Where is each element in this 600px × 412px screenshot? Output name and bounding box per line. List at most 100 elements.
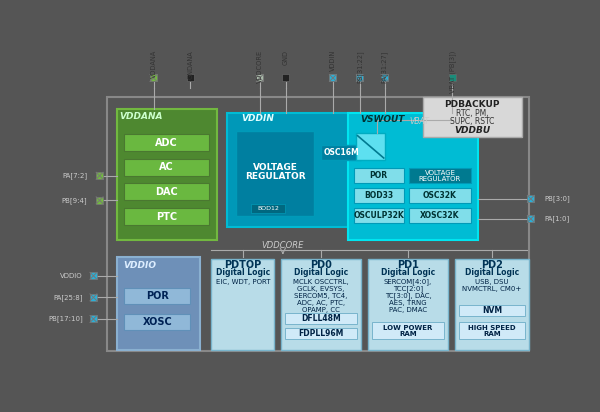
Text: BOD12: BOD12 xyxy=(257,206,279,211)
Text: PB[3:0]: PB[3:0] xyxy=(545,195,571,202)
Text: RAM: RAM xyxy=(399,330,417,337)
Text: POR: POR xyxy=(370,171,388,180)
Text: PD0: PD0 xyxy=(310,260,332,270)
Bar xyxy=(236,131,314,216)
Text: POR: POR xyxy=(146,291,169,301)
Text: XOSC32K: XOSC32K xyxy=(420,211,460,220)
Text: PA[1:0]: PA[1:0] xyxy=(545,215,570,222)
Bar xyxy=(281,259,361,350)
Bar xyxy=(368,259,448,350)
Text: PDTOP: PDTOP xyxy=(224,260,262,270)
Bar xyxy=(381,75,388,82)
Bar xyxy=(455,259,529,350)
Text: MCLK OSCCTRL,: MCLK OSCCTRL, xyxy=(293,279,349,285)
Bar xyxy=(459,305,524,316)
Text: VDDANA: VDDANA xyxy=(119,112,163,121)
Bar xyxy=(124,159,209,176)
Bar xyxy=(356,133,385,160)
Text: ADC, AC, PTC,: ADC, AC, PTC, xyxy=(297,300,345,306)
Text: TCC[2:0]: TCC[2:0] xyxy=(393,286,423,292)
Text: OPAMP, CC: OPAMP, CC xyxy=(302,307,340,313)
Text: GND: GND xyxy=(283,50,289,65)
Text: PTC: PTC xyxy=(156,211,177,222)
Text: SERCOM[4:0],: SERCOM[4:0], xyxy=(384,279,432,286)
Text: VOLTAGE: VOLTAGE xyxy=(253,163,298,172)
Bar xyxy=(256,75,263,82)
Text: OSCULP32K: OSCULP32K xyxy=(353,211,404,220)
Text: REGULATOR: REGULATOR xyxy=(245,172,305,181)
Text: VDDCORE: VDDCORE xyxy=(257,50,263,83)
Bar xyxy=(90,316,97,323)
Bar xyxy=(322,145,361,160)
Text: Digital Logic: Digital Logic xyxy=(294,268,348,277)
Text: PA[25:8]: PA[25:8] xyxy=(53,294,83,301)
Bar xyxy=(227,112,369,227)
Text: ADC: ADC xyxy=(155,138,178,147)
Text: PB[31:22]: PB[31:22] xyxy=(356,50,363,83)
Bar xyxy=(285,328,357,339)
Bar xyxy=(124,134,209,151)
Bar xyxy=(124,183,209,200)
Bar xyxy=(354,208,404,223)
Bar xyxy=(187,75,194,82)
Text: AES, TRNG: AES, TRNG xyxy=(389,300,427,306)
Bar xyxy=(347,112,478,240)
Text: PA[7:2]: PA[7:2] xyxy=(62,172,87,179)
Bar xyxy=(527,195,534,202)
Text: GCLK, EVSYS,: GCLK, EVSYS, xyxy=(297,286,344,292)
Bar xyxy=(354,168,404,183)
Bar xyxy=(285,313,357,323)
Bar xyxy=(527,215,534,222)
Text: REGULATOR: REGULATOR xyxy=(419,176,461,182)
Bar xyxy=(449,75,456,82)
Text: TC[3:0], DAC,: TC[3:0], DAC, xyxy=(385,293,431,299)
Text: AC: AC xyxy=(159,162,174,172)
Text: DFLL48M: DFLL48M xyxy=(301,314,341,323)
Bar xyxy=(409,208,471,223)
Bar xyxy=(96,172,103,179)
Bar xyxy=(329,75,337,82)
Bar xyxy=(96,197,103,204)
Bar xyxy=(124,314,190,330)
Bar xyxy=(283,75,289,82)
Text: RAM: RAM xyxy=(483,330,501,337)
Bar xyxy=(124,288,190,304)
Text: NVMCTRL, CM0+: NVMCTRL, CM0+ xyxy=(462,286,521,292)
Text: PB[9:4]: PB[9:4] xyxy=(62,197,87,204)
Bar xyxy=(116,258,200,350)
Text: VDDIN: VDDIN xyxy=(330,50,336,71)
Bar xyxy=(409,188,471,204)
Text: XOSC: XOSC xyxy=(142,317,172,327)
Bar xyxy=(116,109,217,240)
Text: GNDANA: GNDANA xyxy=(187,50,193,79)
Text: PD1: PD1 xyxy=(397,260,419,270)
Text: VDDBU: VDDBU xyxy=(454,126,490,135)
Bar xyxy=(211,259,274,350)
Text: VSWOUT: VSWOUT xyxy=(360,115,404,124)
Text: Digital Logic: Digital Logic xyxy=(215,268,270,277)
Text: PDBACKUP: PDBACKUP xyxy=(445,100,500,109)
Bar xyxy=(356,75,364,82)
Bar xyxy=(354,188,404,204)
Text: LOW POWER: LOW POWER xyxy=(383,325,433,331)
Text: VDDIO: VDDIO xyxy=(60,273,83,279)
Bar xyxy=(423,97,521,137)
Bar xyxy=(150,75,157,82)
Text: VBAT: VBAT xyxy=(409,117,429,126)
Text: RTC, PM,: RTC, PM, xyxy=(456,109,488,118)
Bar xyxy=(107,97,529,351)
Bar xyxy=(124,208,209,225)
Text: USB, DSU: USB, DSU xyxy=(475,279,509,285)
Text: EIC, WDT, PORT: EIC, WDT, PORT xyxy=(215,279,270,285)
Text: VDDIO: VDDIO xyxy=(123,260,156,269)
Text: Digital Logic: Digital Logic xyxy=(381,268,435,277)
Text: VDDCORE: VDDCORE xyxy=(262,241,304,250)
Text: PAC, DMAC: PAC, DMAC xyxy=(389,307,427,313)
Text: PB[17:10]: PB[17:10] xyxy=(48,316,83,322)
Text: PD2: PD2 xyxy=(481,260,503,270)
Bar xyxy=(372,322,444,339)
Text: VDDIN: VDDIN xyxy=(241,114,274,123)
Text: DAC: DAC xyxy=(155,187,178,197)
Bar xyxy=(251,204,285,213)
Text: NVM: NVM xyxy=(482,306,502,315)
